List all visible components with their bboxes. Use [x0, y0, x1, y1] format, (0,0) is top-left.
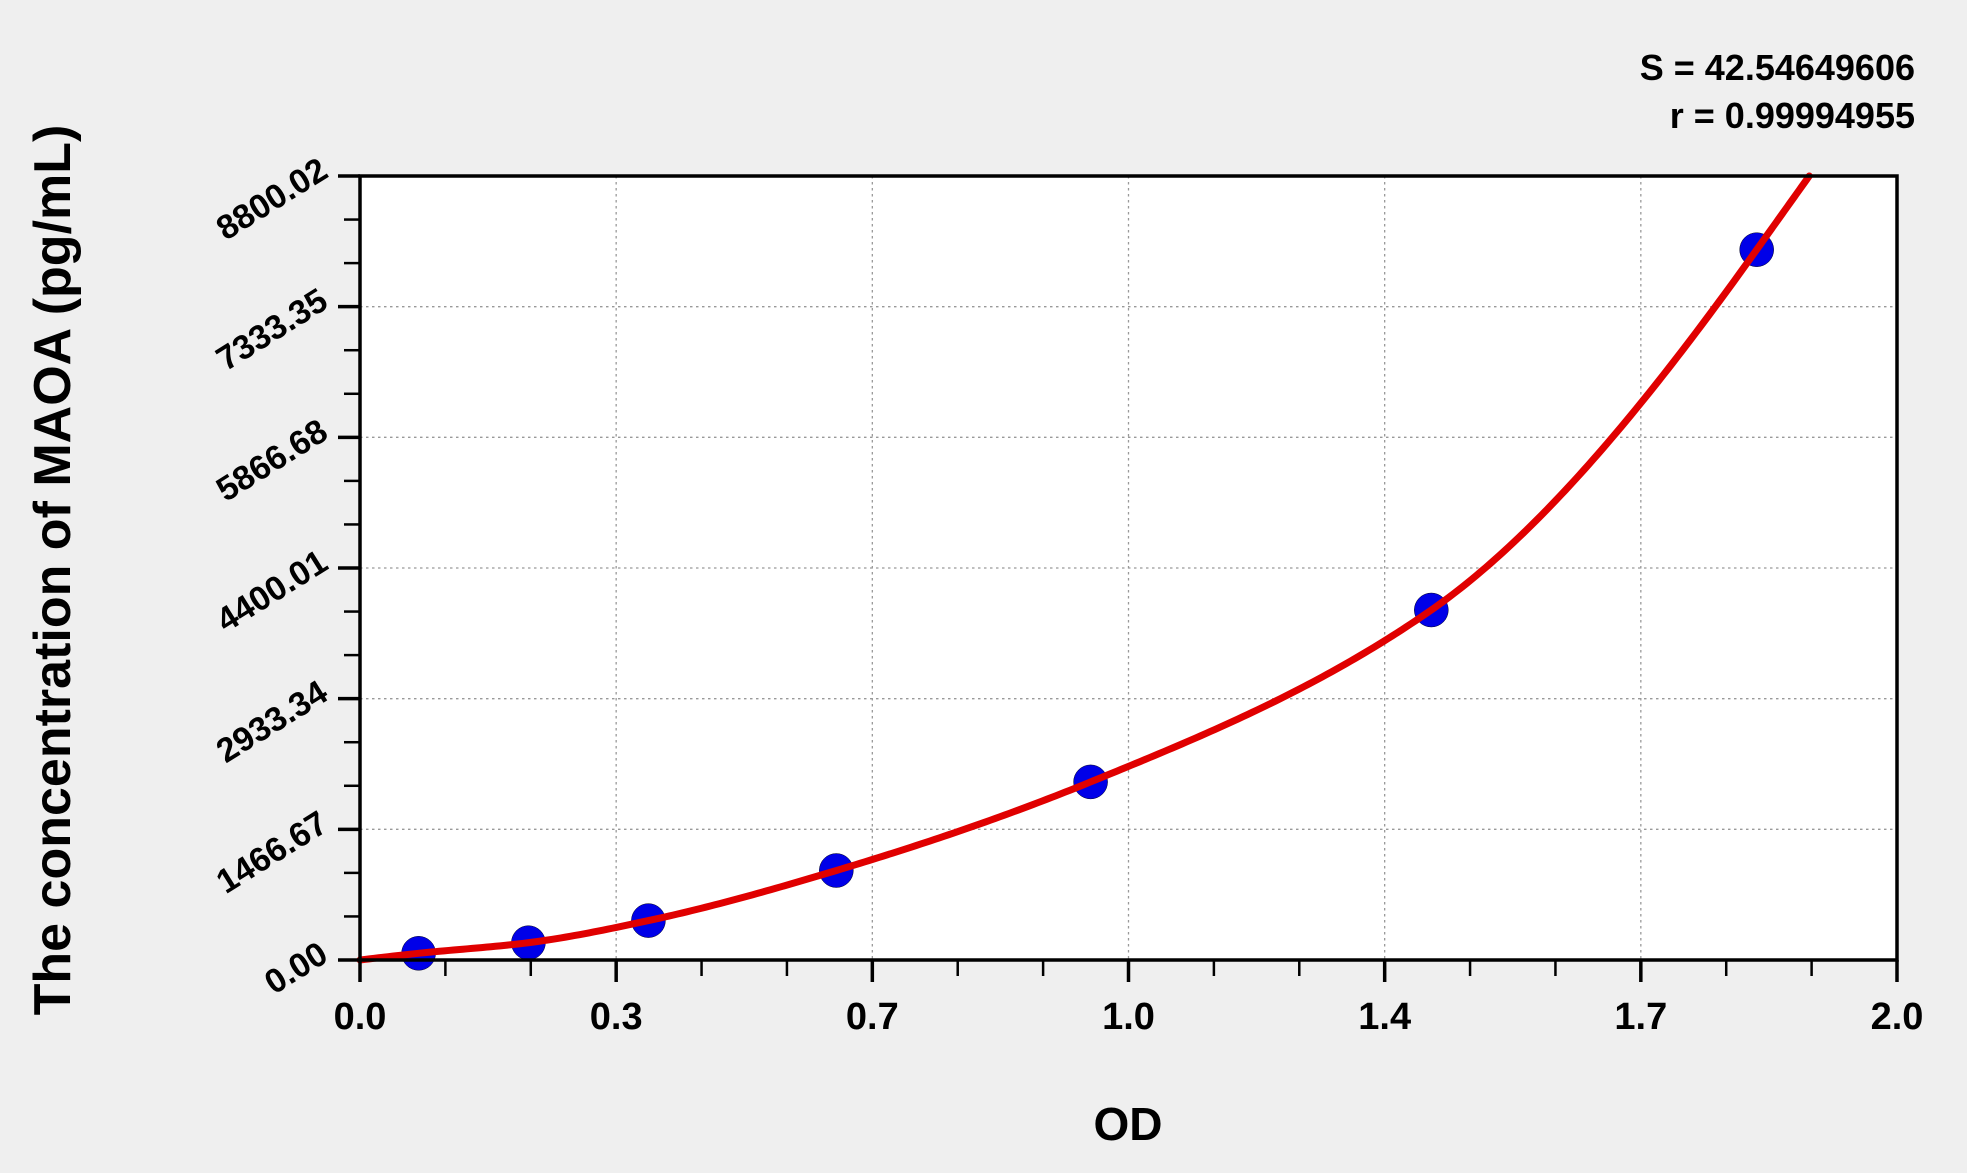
svg-text:r = 0.99994955: r = 0.99994955: [1670, 95, 1915, 136]
svg-text:1.0: 1.0: [1102, 996, 1155, 1038]
svg-text:0.3: 0.3: [590, 996, 643, 1038]
svg-text:S = 42.54649606: S = 42.54649606: [1640, 47, 1915, 88]
svg-text:OD: OD: [1094, 1098, 1163, 1150]
svg-text:1.7: 1.7: [1614, 996, 1667, 1038]
svg-text:2.0: 2.0: [1871, 996, 1924, 1038]
svg-text:The concentration of MAOA (pg/: The concentration of MAOA (pg/mL): [24, 125, 82, 1016]
svg-text:0.7: 0.7: [846, 996, 899, 1038]
svg-text:1.4: 1.4: [1358, 996, 1411, 1038]
svg-text:0.0: 0.0: [334, 996, 387, 1038]
